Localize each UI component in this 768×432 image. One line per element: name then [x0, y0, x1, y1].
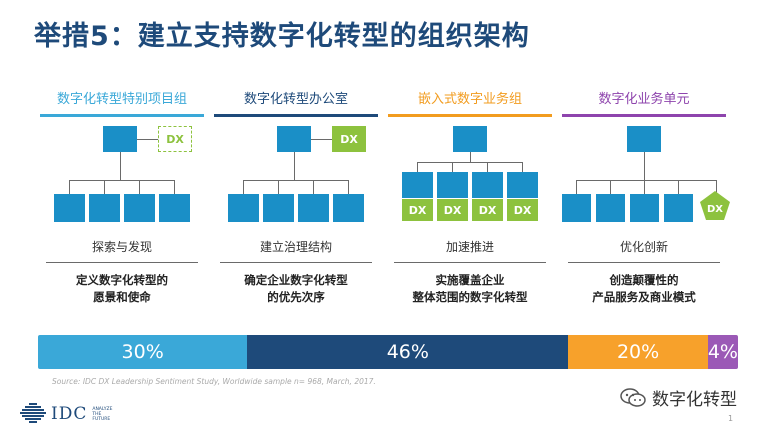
column-description: 探索与发现 — [91, 240, 152, 254]
org-child-box — [402, 172, 433, 198]
connector — [137, 139, 158, 140]
connector — [417, 162, 522, 163]
column-rule — [40, 114, 204, 117]
page-title: 举措5：建立支持数字化转型的组织架构 — [34, 21, 530, 52]
connector — [644, 180, 645, 194]
connector — [243, 180, 244, 194]
connector — [610, 180, 611, 194]
wechat-icon — [620, 387, 646, 407]
connector — [69, 180, 174, 181]
column-heading: 嵌入式数字业务组 — [417, 92, 522, 107]
divider — [568, 262, 720, 263]
connector — [716, 180, 717, 194]
column-description: 建立治理结构 — [259, 240, 332, 254]
logo-brand: IDC — [51, 404, 88, 424]
connector — [243, 180, 348, 181]
column-rule — [388, 114, 552, 117]
connector — [522, 162, 523, 172]
wechat-watermark: 数字化转型 — [620, 385, 737, 410]
connector — [576, 180, 716, 181]
dx-box: DX — [437, 199, 468, 221]
org-chart: DX — [214, 126, 378, 236]
divider — [220, 262, 372, 263]
dx-box: DX — [332, 126, 366, 152]
connector — [487, 162, 488, 172]
org-child-box — [54, 194, 85, 222]
org-child-box — [159, 194, 190, 222]
dx-box: DX — [402, 199, 433, 221]
wechat-account-name: 数字化转型 — [652, 390, 737, 410]
org-chart: DX — [562, 126, 730, 236]
dx-dashed-box: DX — [158, 126, 192, 152]
org-child-box — [596, 194, 625, 222]
connector — [348, 180, 349, 194]
column-goal: 确定企业数字化转型 的优先次序 — [244, 273, 348, 304]
bar-segment-3: 20% — [568, 335, 708, 369]
column-heading: 数字化业务单元 — [598, 92, 690, 107]
column-goal: 创造颠覆性的 产品服务及商业模式 — [592, 273, 696, 304]
org-child-box — [562, 194, 591, 222]
connector — [678, 180, 679, 194]
column-rule — [562, 114, 726, 117]
connector — [278, 180, 279, 194]
divider — [46, 262, 198, 263]
column-description: 加速推进 — [445, 240, 494, 254]
column-special-project-team: 数字化转型特别项目组 DX 探索与发现 定义数字化转型的 愿景和使命 — [40, 90, 204, 320]
column-transformation-office: 数字化转型办公室 DX 建立治理结构 确定企业数字化转型 的优先次序 — [214, 90, 378, 320]
idc-logo: IDC ANALYZE THE FUTURE — [20, 403, 118, 425]
dx-box: DX — [472, 199, 503, 221]
column-digital-business-unit: 数字化业务单元 DX 优化创新 创造颠覆性的 产品服务及商业模式 — [562, 90, 730, 320]
org-child-box — [124, 194, 155, 222]
column-goal: 定义数字化转型的 愿景和使命 — [76, 273, 168, 304]
column-heading: 数字化转型办公室 — [243, 92, 348, 107]
org-top-box — [453, 126, 487, 152]
svg-text:DX: DX — [707, 204, 723, 215]
percentage-bar: 30% 46% 20% 4% — [38, 335, 738, 369]
globe-icon — [20, 403, 46, 423]
connector — [120, 152, 121, 180]
org-child-box — [298, 194, 329, 222]
bar-segment-1: 30% — [38, 335, 248, 369]
org-child-box — [664, 194, 693, 222]
connector — [313, 180, 314, 194]
connector — [452, 162, 453, 172]
bar-segment-4: 4% — [707, 335, 738, 369]
org-child-box — [89, 194, 120, 222]
dx-box: DX — [507, 199, 538, 221]
connector — [104, 180, 105, 194]
org-chart: DX DX DX DX — [388, 126, 552, 236]
org-top-box — [277, 126, 311, 152]
connector — [576, 180, 577, 194]
column-description: 优化创新 — [619, 240, 668, 254]
column-goal: 实施覆盖企业 整体范围的数字化转型 — [412, 273, 528, 304]
bar-segment-2: 46% — [247, 335, 569, 369]
connector — [294, 152, 295, 180]
connector — [470, 152, 471, 162]
org-child-box — [333, 194, 364, 222]
org-chart: DX — [40, 126, 204, 236]
dx-pentagon: DX — [700, 191, 730, 220]
org-child-box — [263, 194, 294, 222]
org-child-box — [228, 194, 259, 222]
org-child-box — [437, 172, 468, 198]
column-embedded-digital-group: 嵌入式数字业务组 DX DX DX DX 加速推进 实施覆盖企业 整体范围的数字… — [388, 90, 552, 320]
org-top-box — [103, 126, 137, 152]
column-heading: 数字化转型特别项目组 — [56, 92, 187, 107]
divider — [394, 262, 546, 263]
connector — [69, 180, 70, 194]
connector — [139, 180, 140, 194]
org-child-box — [472, 172, 503, 198]
source-note: Source: IDC DX Leadership Sentiment Stud… — [52, 377, 376, 386]
connector — [417, 162, 418, 172]
org-top-box — [627, 126, 661, 152]
org-child-box — [630, 194, 659, 222]
page-number: 1 — [728, 414, 734, 423]
connector — [644, 152, 645, 180]
org-child-box — [507, 172, 538, 198]
logo-tagline: ANALYZE THE FUTURE — [92, 406, 113, 422]
connector — [174, 180, 175, 194]
column-rule — [214, 114, 378, 117]
connector — [311, 139, 332, 140]
